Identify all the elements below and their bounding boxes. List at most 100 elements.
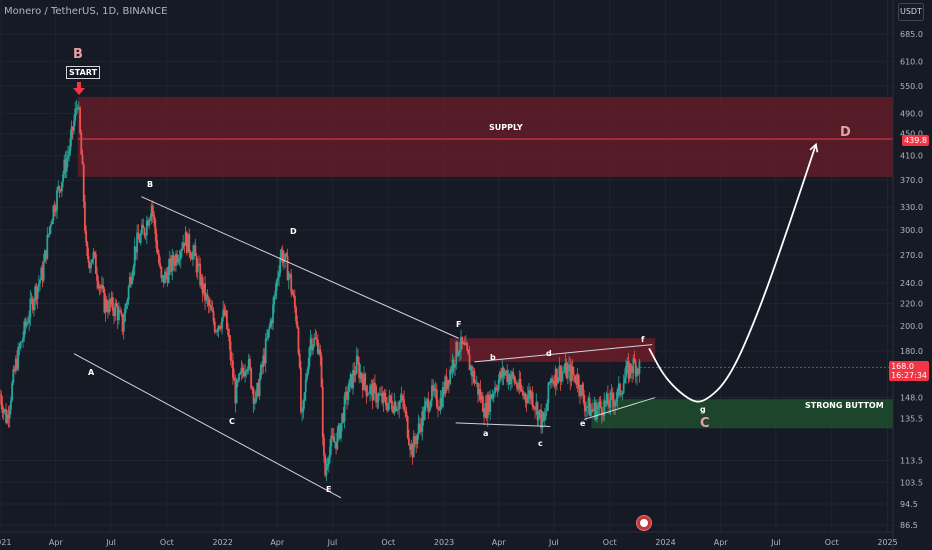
- candle-body: [502, 367, 505, 376]
- candle-body: [363, 373, 365, 390]
- wave-B-label: B: [147, 180, 154, 189]
- candle-body: [562, 371, 564, 373]
- candle-body: [228, 335, 231, 342]
- candle-body: [592, 410, 595, 412]
- candle-body: [264, 338, 267, 364]
- candle-body: [619, 383, 621, 395]
- y-tick-label: 450.0: [900, 130, 923, 139]
- candle-body: [457, 352, 460, 356]
- candle-body: [125, 304, 128, 309]
- y-tick-label: 180.0: [900, 347, 923, 356]
- candle-body: [236, 380, 239, 382]
- candle-body: [529, 390, 532, 400]
- candle-body: [469, 366, 472, 371]
- candle-body: [41, 267, 44, 281]
- candle-body: [309, 338, 312, 348]
- candle-body: [268, 326, 271, 330]
- candle-body: [193, 245, 196, 252]
- candle-body: [617, 383, 620, 390]
- candle-body: [513, 376, 516, 383]
- candle-body: [58, 186, 61, 190]
- wave-D-label: D: [290, 227, 297, 236]
- candle-body: [151, 205, 154, 215]
- candle-body: [456, 342, 459, 356]
- wave-C-label: C: [229, 417, 235, 426]
- candle-body: [212, 311, 215, 322]
- candle-body: [184, 232, 187, 246]
- x-tick-label: 2025: [877, 538, 897, 547]
- candle-body: [259, 364, 262, 379]
- candle-body: [325, 467, 328, 476]
- candle-body: [329, 446, 331, 458]
- candle-body: [293, 295, 296, 308]
- candle-body: [393, 401, 396, 413]
- candle-body: [25, 322, 28, 327]
- candle-body: [132, 266, 135, 277]
- candle-body: [358, 362, 361, 379]
- candle-body: [423, 405, 426, 420]
- candle-body: [165, 271, 168, 275]
- candle-body: [615, 398, 618, 402]
- candle-body: [609, 392, 612, 408]
- candle-body: [17, 346, 20, 369]
- candle-body: [461, 336, 464, 345]
- candle-body: [102, 285, 105, 289]
- candle-body: [77, 107, 80, 110]
- candle-body: [428, 407, 431, 412]
- candle-body: [262, 355, 265, 368]
- candle-body: [115, 303, 118, 307]
- candle-body: [97, 280, 100, 289]
- candle-body: [552, 380, 555, 383]
- candle-body: [347, 392, 350, 400]
- candle-body: [291, 291, 294, 295]
- y-tick-label: 220.0: [900, 299, 923, 308]
- candle-body: [166, 274, 169, 283]
- candle-body: [281, 249, 284, 263]
- candle-body: [365, 385, 368, 396]
- candle-body: [549, 378, 552, 383]
- candle-body: [340, 423, 342, 439]
- candle-body: [416, 433, 419, 445]
- candle-body: [255, 391, 257, 403]
- candle-body: [175, 254, 177, 266]
- y-tick-label: 685.0: [900, 30, 923, 39]
- channel-line-1: [73, 353, 342, 499]
- candle-body: [273, 295, 276, 305]
- candle-body: [160, 266, 163, 278]
- candle-body: [80, 132, 83, 155]
- candle-body: [308, 347, 311, 367]
- candle-body: [182, 242, 185, 249]
- candle-body: [628, 363, 631, 379]
- candle-body: [120, 311, 123, 315]
- candle-body: [105, 299, 108, 310]
- candle-body: [68, 150, 71, 155]
- unit-selector[interactable]: USDT: [898, 3, 924, 21]
- event-marker-icon[interactable]: [636, 515, 652, 531]
- candle-body: [213, 321, 216, 332]
- candle-body: [242, 371, 245, 377]
- candle-body: [439, 398, 442, 411]
- candle-body: [196, 263, 199, 273]
- y-tick-label: 148.0: [900, 394, 923, 403]
- candle-body: [111, 297, 114, 311]
- candle-body: [179, 251, 182, 260]
- candle-body: [63, 159, 66, 175]
- candle-body: [29, 298, 32, 318]
- candle-body: [437, 406, 439, 410]
- candle-body: [478, 389, 481, 395]
- wave-big-b-label: B: [73, 47, 83, 62]
- x-tick-label: 2022: [212, 538, 232, 547]
- candle-body: [141, 224, 143, 234]
- candle-body: [490, 394, 493, 399]
- candle-body: [451, 359, 454, 372]
- x-tick-label: Oct: [825, 538, 839, 547]
- candle-body: [440, 398, 443, 408]
- candle-body: [491, 394, 494, 399]
- candle-body: [405, 411, 408, 417]
- candle-body: [54, 210, 57, 213]
- candle-body: [110, 297, 113, 305]
- candle-body: [39, 279, 41, 284]
- candle-body: [134, 246, 137, 253]
- candle-body: [414, 436, 416, 442]
